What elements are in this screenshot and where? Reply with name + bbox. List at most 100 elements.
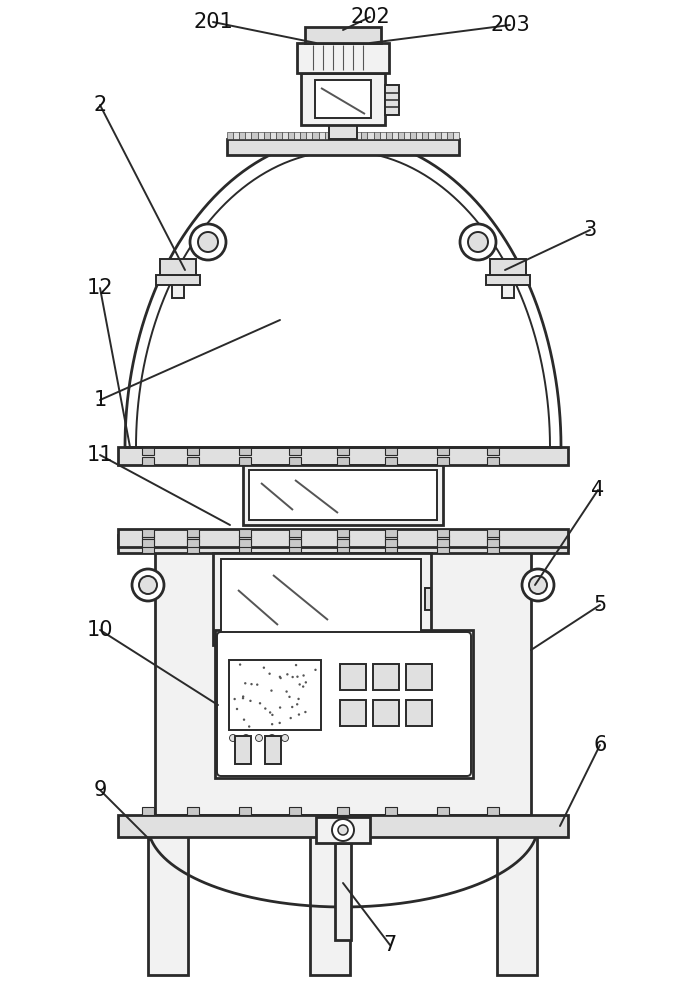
Polygon shape xyxy=(125,137,561,447)
Bar xyxy=(385,85,399,115)
Bar xyxy=(385,529,397,537)
Bar xyxy=(239,132,246,139)
Bar xyxy=(437,545,449,553)
Bar xyxy=(265,736,281,764)
Bar xyxy=(437,529,449,537)
Bar xyxy=(349,132,355,139)
Bar xyxy=(406,664,432,690)
Bar xyxy=(118,447,568,465)
Bar xyxy=(373,132,379,139)
Circle shape xyxy=(302,685,305,688)
Bar xyxy=(335,843,351,940)
Bar xyxy=(239,457,251,465)
Bar xyxy=(379,132,386,139)
Circle shape xyxy=(303,674,305,677)
Bar xyxy=(343,132,349,139)
Circle shape xyxy=(190,224,226,260)
Bar xyxy=(423,132,429,139)
Bar xyxy=(263,132,270,139)
Bar xyxy=(142,539,154,547)
Bar xyxy=(340,700,366,726)
Text: 202: 202 xyxy=(350,7,390,27)
Bar xyxy=(385,539,397,547)
Text: 203: 203 xyxy=(490,15,530,35)
Circle shape xyxy=(281,734,289,742)
Bar xyxy=(337,535,349,543)
Text: 3: 3 xyxy=(583,220,597,240)
FancyBboxPatch shape xyxy=(217,632,471,776)
Bar xyxy=(337,457,349,465)
Bar xyxy=(289,535,301,543)
Circle shape xyxy=(271,723,273,725)
Bar xyxy=(434,132,440,139)
Circle shape xyxy=(242,697,244,699)
Circle shape xyxy=(332,819,354,841)
Bar xyxy=(276,132,282,139)
Text: 10: 10 xyxy=(86,620,113,640)
Bar xyxy=(227,139,459,155)
Circle shape xyxy=(264,707,267,710)
Bar xyxy=(239,539,251,547)
Bar xyxy=(392,132,398,139)
Bar xyxy=(142,535,154,543)
Bar xyxy=(235,736,251,764)
Bar xyxy=(437,447,449,455)
Circle shape xyxy=(305,681,307,684)
Circle shape xyxy=(268,734,276,742)
Bar xyxy=(437,457,449,465)
Bar xyxy=(118,815,568,837)
Circle shape xyxy=(286,673,289,676)
Bar xyxy=(329,125,357,139)
Bar xyxy=(239,529,251,537)
Bar xyxy=(289,529,301,537)
Bar xyxy=(215,630,473,778)
Bar xyxy=(437,535,449,543)
Circle shape xyxy=(296,703,298,706)
Bar xyxy=(156,275,200,285)
Bar xyxy=(497,820,537,975)
Circle shape xyxy=(250,683,252,685)
Bar xyxy=(160,259,196,275)
Circle shape xyxy=(298,683,301,686)
Circle shape xyxy=(271,714,274,716)
Bar xyxy=(252,132,257,139)
Circle shape xyxy=(263,666,265,669)
Bar xyxy=(385,457,397,465)
Bar xyxy=(453,132,459,139)
Bar xyxy=(337,545,349,553)
Bar xyxy=(486,275,530,285)
Circle shape xyxy=(244,682,246,684)
Bar xyxy=(385,535,397,543)
Bar xyxy=(300,132,307,139)
Bar xyxy=(187,539,199,547)
Bar xyxy=(289,447,301,455)
Bar xyxy=(289,545,301,553)
Bar xyxy=(355,132,362,139)
Bar xyxy=(233,132,239,139)
Bar xyxy=(429,132,434,139)
Bar xyxy=(337,529,349,537)
Bar xyxy=(490,259,526,275)
Circle shape xyxy=(256,683,259,686)
Bar xyxy=(297,43,389,73)
Bar xyxy=(187,457,199,465)
Bar xyxy=(239,807,251,815)
Bar xyxy=(148,820,188,975)
Circle shape xyxy=(288,696,291,698)
Bar xyxy=(289,539,301,547)
Circle shape xyxy=(248,725,250,728)
Bar xyxy=(398,132,404,139)
Bar xyxy=(288,132,294,139)
Text: 5: 5 xyxy=(593,595,606,615)
Bar xyxy=(487,535,499,543)
Bar xyxy=(243,465,443,525)
Bar xyxy=(227,132,233,139)
Circle shape xyxy=(338,825,348,835)
Bar xyxy=(331,132,337,139)
Bar xyxy=(142,457,154,465)
Circle shape xyxy=(243,718,245,721)
Bar xyxy=(487,529,499,537)
Bar xyxy=(337,539,349,547)
Bar xyxy=(155,550,531,815)
Text: 6: 6 xyxy=(593,735,606,755)
